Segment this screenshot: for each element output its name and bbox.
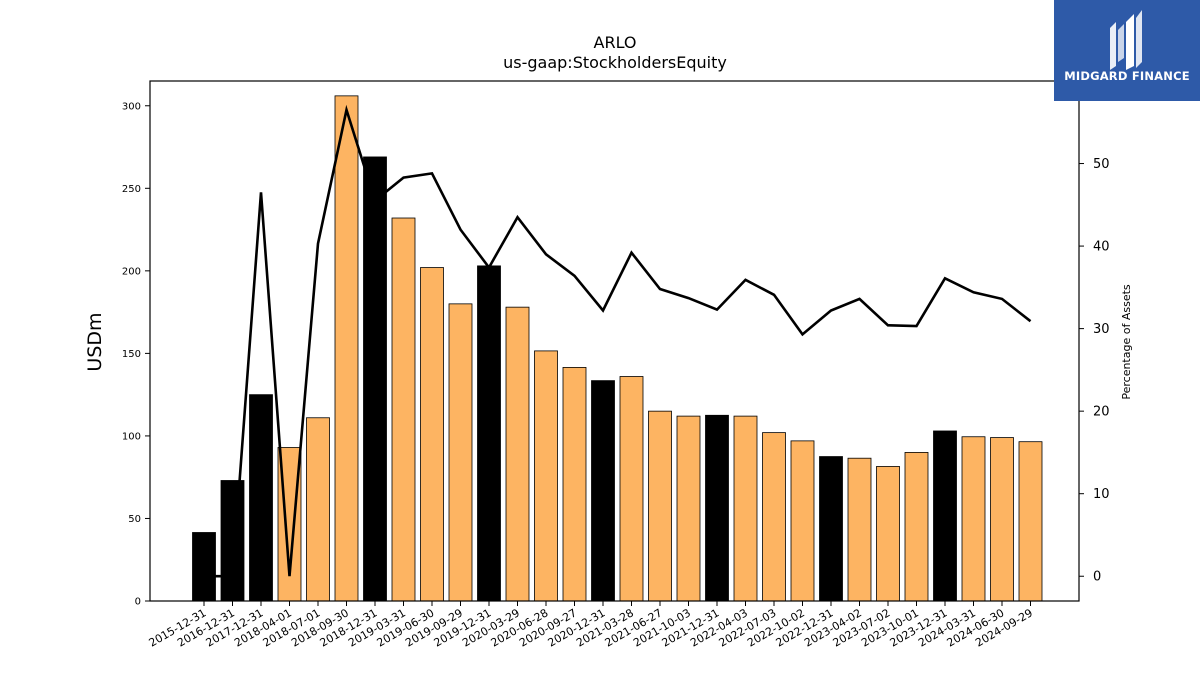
bar-2015-12-31 — [192, 532, 216, 602]
y-left-tick-label: 300 — [122, 101, 141, 112]
logo-text: MIDGARD FINANCE — [1064, 69, 1190, 83]
bar-2018-09-30 — [334, 95, 359, 602]
bar-2018-12-31 — [363, 156, 387, 602]
bar-2016-12-31 — [220, 480, 245, 602]
bar-2024-03-31 — [961, 436, 986, 602]
y-right-tick-label: 0 — [1093, 570, 1101, 585]
bar-2020-06-28 — [534, 350, 558, 602]
y-left-tick-label: 100 — [122, 431, 141, 442]
bar-2023-07-02 — [876, 466, 900, 602]
line-group — [204, 104, 1032, 578]
bar-2023-04-02 — [847, 457, 872, 602]
y-right-tick-label: 20 — [1093, 405, 1110, 420]
bar-2022-04-03 — [733, 415, 758, 602]
y-left-tick-label: 250 — [122, 184, 141, 195]
y-left-tick-label: 200 — [122, 266, 141, 277]
y-right-tick-label: 30 — [1093, 322, 1110, 337]
bar-2022-10-02 — [790, 440, 815, 602]
y-left-tick-label: 50 — [128, 514, 141, 525]
bar-2019-03-31 — [391, 217, 416, 602]
bar-2020-03-29 — [505, 306, 530, 602]
y-right-tick-label: 40 — [1093, 240, 1110, 255]
y-left-tick-label: 0 — [135, 597, 141, 608]
bar-2021-06-27 — [648, 410, 672, 602]
bar-2017-12-31 — [249, 394, 273, 602]
bar-2022-07-03 — [762, 432, 786, 602]
bar-2023-12-31 — [933, 430, 957, 602]
bar-2021-10-03 — [676, 415, 701, 602]
y-axis-right-label: Percentage of Assets — [1120, 284, 1133, 400]
plot-frame — [149, 80, 1080, 602]
chart-title: ARLO — [594, 33, 637, 52]
percentage-of-assets-line — [204, 104, 1032, 578]
logo-mark-icon — [1110, 10, 1142, 70]
bar-2020-12-31 — [591, 380, 615, 602]
bar-2024-06-30 — [990, 437, 1014, 602]
bars-group — [192, 95, 1043, 602]
bar-2019-06-30 — [420, 267, 444, 602]
bar-2023-10-01 — [904, 452, 929, 602]
bar-2018-07-01 — [306, 417, 330, 602]
chart-subtitle: us-gaap:StockholdersEquity — [503, 53, 727, 72]
y-right-tick-label: 50 — [1093, 157, 1110, 172]
bar-2021-12-31 — [705, 414, 729, 602]
bar-2022-12-31 — [819, 456, 843, 602]
bar-2021-03-28 — [619, 376, 644, 602]
midgard-finance-logo: MIDGARD FINANCE — [1054, 0, 1200, 101]
bar-2020-09-27 — [562, 367, 587, 602]
bar-2019-09-29 — [448, 303, 473, 602]
bar-2024-09-29 — [1018, 441, 1043, 602]
y-axis-left-label: USDm — [84, 312, 106, 371]
bar-2019-12-31 — [477, 265, 501, 602]
y-left-tick-label: 150 — [122, 349, 141, 360]
y-right-tick-label: 10 — [1093, 487, 1110, 502]
